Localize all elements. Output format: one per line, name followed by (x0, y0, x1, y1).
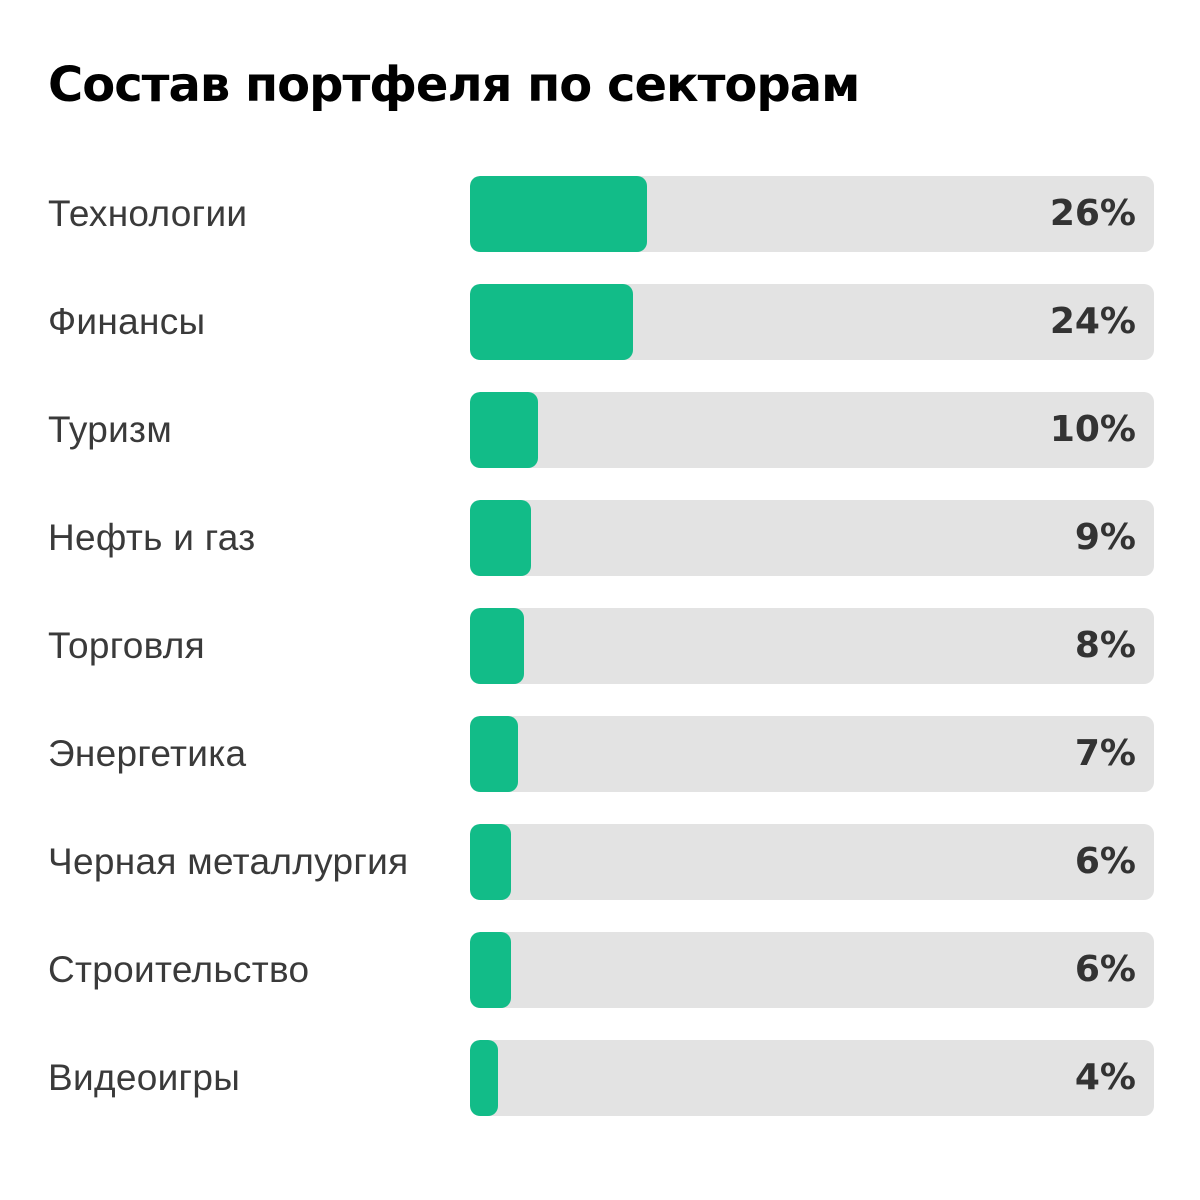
bar (470, 824, 511, 900)
value-label: 10% (1049, 409, 1136, 450)
bar-track: 7% (470, 716, 1154, 792)
category-label: Черная металлургия (48, 841, 409, 882)
category-label: Нефть и газ (48, 517, 256, 558)
value-label: 24% (1049, 301, 1136, 342)
bar (470, 716, 518, 792)
category-label: Видеоигры (48, 1057, 241, 1098)
bar-row: Энергетика 7% (0, 716, 1200, 792)
bar-row: Черная металлургия 6% (0, 824, 1200, 900)
category-label: Финансы (48, 301, 206, 342)
bar-row: Технологии 26% (0, 176, 1200, 252)
bar (470, 176, 647, 252)
bar-track: 6% (470, 932, 1154, 1008)
value-label: 8% (1074, 625, 1136, 666)
bar-row: Строительство 6% (0, 932, 1200, 1008)
category-label: Торговля (48, 625, 205, 666)
bar (470, 284, 634, 360)
bar-row: Финансы 24% (0, 284, 1200, 360)
value-label: 26% (1049, 193, 1136, 234)
category-label: Технологии (48, 193, 248, 234)
bar-track: 6% (470, 824, 1154, 900)
category-label: Энергетика (48, 733, 247, 774)
bar-track: 9% (470, 500, 1154, 576)
value-label: 9% (1074, 517, 1136, 558)
bar-row: Видеоигры 4% (0, 1040, 1200, 1116)
bar-track: 8% (470, 608, 1154, 684)
value-label: 6% (1074, 949, 1136, 990)
bar (470, 500, 532, 576)
value-label: 6% (1074, 841, 1136, 882)
bar-row: Нефть и газ 9% (0, 500, 1200, 576)
bar-row: Туризм 10% (0, 392, 1200, 468)
bar (470, 608, 525, 684)
bar-track: 4% (470, 1040, 1154, 1116)
bar (470, 932, 511, 1008)
value-label: 7% (1074, 733, 1136, 774)
bar-track: 24% (470, 284, 1154, 360)
bar (470, 392, 538, 468)
category-label: Строительство (48, 949, 310, 990)
bar-track: 26% (470, 176, 1154, 252)
bar (470, 1040, 498, 1116)
chart-title: Состав портфеля по секторам (48, 57, 860, 113)
bar-row: Торговля 8% (0, 608, 1200, 684)
category-label: Туризм (48, 409, 173, 450)
value-label: 4% (1074, 1057, 1136, 1098)
bar-track: 10% (470, 392, 1154, 468)
